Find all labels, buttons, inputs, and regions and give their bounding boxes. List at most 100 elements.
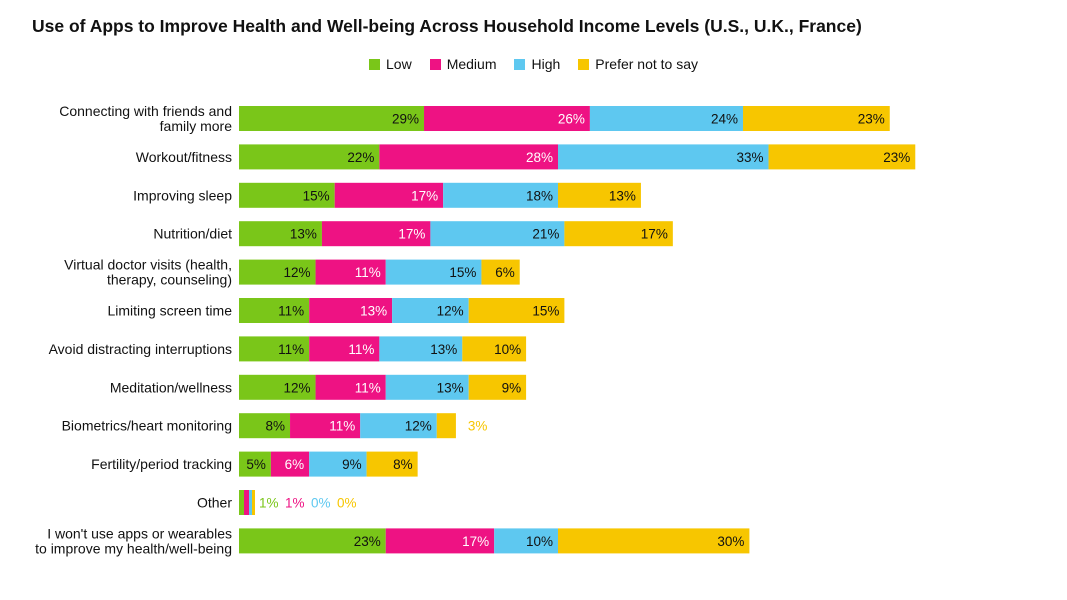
value-label-improving-sleep-low: 15%: [303, 188, 330, 203]
bar-other-high: [249, 490, 252, 515]
value-label-i-won-t-use-apps-or-wearables-to-improve-prefer-not-to-say: 30%: [717, 534, 744, 549]
legend-item-low: Low: [369, 56, 412, 72]
category-label-connecting-with-friends-and-family-more: Connecting with friends and family more: [59, 103, 232, 134]
value-label-nutrition-diet-low: 13%: [290, 227, 317, 242]
category-label-limiting-screen-time: Limiting screen time: [108, 303, 233, 319]
bar-workout-fitness-high: [558, 144, 769, 170]
value-label-improving-sleep-medium: 17%: [411, 188, 438, 203]
value-label-virtual-doctor-visits-health-therapy-cou-medium: 11%: [355, 265, 381, 280]
bar-connecting-with-friends-and-family-more-medium: [424, 106, 590, 131]
value-label-limiting-screen-time-low: 11%: [278, 304, 304, 319]
category-label-biometrics-heart-monitoring: Biometrics/heart monitoring: [62, 418, 232, 434]
bar-avoid-distracting-interruptions-high: [379, 336, 463, 362]
bar-virtual-doctor-visits-health-therapy-cou-low: [239, 259, 316, 285]
bar-meditation-wellness-prefer-not-to-say: [468, 374, 527, 400]
legend-item-high: High: [514, 56, 560, 72]
bar-i-won-t-use-apps-or-wearables-to-improve-low: [239, 528, 386, 554]
bar-meditation-wellness-high: [385, 374, 469, 400]
category-label-avoid-distracting-interruptions: Avoid distracting interruptions: [49, 341, 232, 357]
value-label-meditation-wellness-medium: 11%: [355, 380, 381, 395]
value-label-i-won-t-use-apps-or-wearables-to-improve-low: 23%: [354, 534, 381, 549]
bar-other-prefer-not-to-say: [252, 490, 255, 515]
bar-fertility-period-tracking-medium: [270, 451, 310, 477]
value-label-workout-fitness-low: 22%: [347, 150, 374, 165]
bar-fertility-period-tracking-prefer-not-to-say: [366, 451, 418, 477]
value-label-fertility-period-tracking-prefer-not-to-say: 8%: [393, 457, 413, 472]
bar-biometrics-heart-monitoring-medium: [290, 413, 361, 439]
bar-improving-sleep-prefer-not-to-say: [558, 182, 641, 208]
value-label-fertility-period-tracking-medium: 6%: [285, 457, 305, 472]
legend-label-high: High: [531, 56, 561, 72]
bar-fertility-period-tracking-high: [309, 451, 367, 477]
bar-workout-fitness-low: [239, 144, 380, 170]
bar-avoid-distracting-interruptions-prefer-not-to-say: [462, 336, 527, 362]
bar-meditation-wellness-medium: [315, 374, 386, 400]
value-label-avoid-distracting-interruptions-high: 13%: [430, 342, 457, 357]
value-label-virtual-doctor-visits-health-therapy-cou-prefer-not-to-say: 6%: [495, 265, 515, 280]
category-label-i-won-t-use-apps-or-wearables-to-improve: I won't use apps or wearables to improve …: [35, 525, 232, 556]
value-label-meditation-wellness-prefer-not-to-say: 9%: [502, 380, 522, 395]
value-label-improving-sleep-high: 18%: [526, 188, 553, 203]
bar-connecting-with-friends-and-family-more-high: [589, 106, 744, 131]
bar-nutrition-diet-prefer-not-to-say: [564, 221, 673, 247]
legend-item-medium: Medium: [429, 56, 497, 72]
bar-fertility-period-tracking-low: [239, 451, 271, 477]
category-label-meditation-wellness: Meditation/wellness: [110, 379, 232, 395]
value-label-virtual-doctor-visits-health-therapy-cou-high: 15%: [449, 265, 476, 280]
bar-workout-fitness-prefer-not-to-say: [768, 144, 916, 170]
value-label-other-high: 0%: [311, 496, 331, 511]
value-label-fertility-period-tracking-low: 5%: [246, 457, 266, 472]
value-label-nutrition-diet-high: 21%: [532, 227, 559, 242]
bar-i-won-t-use-apps-or-wearables-to-improve-medium: [385, 528, 495, 554]
category-label-improving-sleep: Improving sleep: [133, 187, 232, 203]
bar-limiting-screen-time-medium: [309, 298, 393, 323]
bar-connecting-with-friends-and-family-more-prefer-not-to-say: [743, 106, 890, 131]
value-label-meditation-wellness-low: 12%: [284, 380, 311, 395]
bar-biometrics-heart-monitoring-high: [360, 413, 437, 439]
bar-biometrics-heart-monitoring-low: [239, 413, 291, 439]
bar-improving-sleep-high: [443, 182, 558, 208]
category-label-nutrition-diet: Nutrition/diet: [153, 226, 232, 242]
bar-i-won-t-use-apps-or-wearables-to-improve-high: [494, 528, 558, 554]
bar-nutrition-diet-high: [430, 221, 565, 247]
value-label-other-prefer-not-to-say: 0%: [337, 496, 357, 511]
legend-label-medium: Medium: [446, 56, 497, 72]
value-label-connecting-with-friends-and-family-more-medium: 26%: [558, 112, 585, 127]
value-label-workout-fitness-medium: 28%: [526, 150, 553, 165]
value-label-virtual-doctor-visits-health-therapy-cou-low: 12%: [284, 265, 311, 280]
value-label-avoid-distracting-interruptions-prefer-not-to-say: 10%: [494, 342, 521, 357]
value-label-workout-fitness-high: 33%: [737, 150, 764, 165]
value-label-i-won-t-use-apps-or-wearables-to-improve-medium: 17%: [462, 534, 489, 549]
value-label-connecting-with-friends-and-family-more-low: 29%: [392, 112, 419, 127]
value-label-avoid-distracting-interruptions-low: 11%: [278, 342, 304, 357]
value-label-limiting-screen-time-prefer-not-to-say: 15%: [532, 304, 559, 319]
value-label-connecting-with-friends-and-family-more-prefer-not-to-say: 23%: [858, 112, 885, 127]
chart-title: Use of Apps to Improve Health and Well-b…: [32, 16, 862, 36]
legend-swatch-high: [514, 58, 526, 70]
legend-label-prefer-not-to-say: Prefer not to say: [595, 56, 698, 72]
value-label-biometrics-heart-monitoring-low: 8%: [266, 419, 286, 434]
value-label-nutrition-diet-prefer-not-to-say: 17%: [641, 227, 668, 242]
bar-nutrition-diet-medium: [321, 221, 431, 247]
bar-other-medium: [244, 490, 249, 515]
value-label-improving-sleep-prefer-not-to-say: 13%: [609, 188, 636, 203]
value-label-biometrics-heart-monitoring-prefer-not-to-say: 3%: [468, 419, 488, 434]
bar-meditation-wellness-low: [239, 374, 316, 400]
bar-virtual-doctor-visits-health-therapy-cou-medium: [315, 259, 386, 285]
bar-improving-sleep-medium: [334, 182, 444, 208]
category-label-virtual-doctor-visits-health-therapy-cou: Virtual doctor visits (health, therapy, c…: [64, 257, 232, 288]
category-label-other: Other: [197, 495, 232, 511]
bar-virtual-doctor-visits-health-therapy-cou-high: [385, 259, 482, 285]
bar-nutrition-diet-low: [239, 221, 322, 247]
category-label-workout-fitness: Workout/fitness: [136, 149, 232, 165]
bar-virtual-doctor-visits-health-therapy-cou-prefer-not-to-say: [481, 259, 520, 285]
bar-limiting-screen-time-high: [392, 298, 469, 323]
bar-i-won-t-use-apps-or-wearables-to-improve-prefer-not-to-say: [558, 528, 750, 554]
value-label-i-won-t-use-apps-or-wearables-to-improve-high: 10%: [526, 534, 553, 549]
value-label-biometrics-heart-monitoring-high: 12%: [405, 419, 432, 434]
bar-limiting-screen-time-low: [239, 298, 310, 323]
legend-swatch-medium: [429, 58, 441, 70]
value-label-limiting-screen-time-medium: 13%: [360, 304, 387, 319]
legend-label-low: Low: [386, 56, 412, 72]
